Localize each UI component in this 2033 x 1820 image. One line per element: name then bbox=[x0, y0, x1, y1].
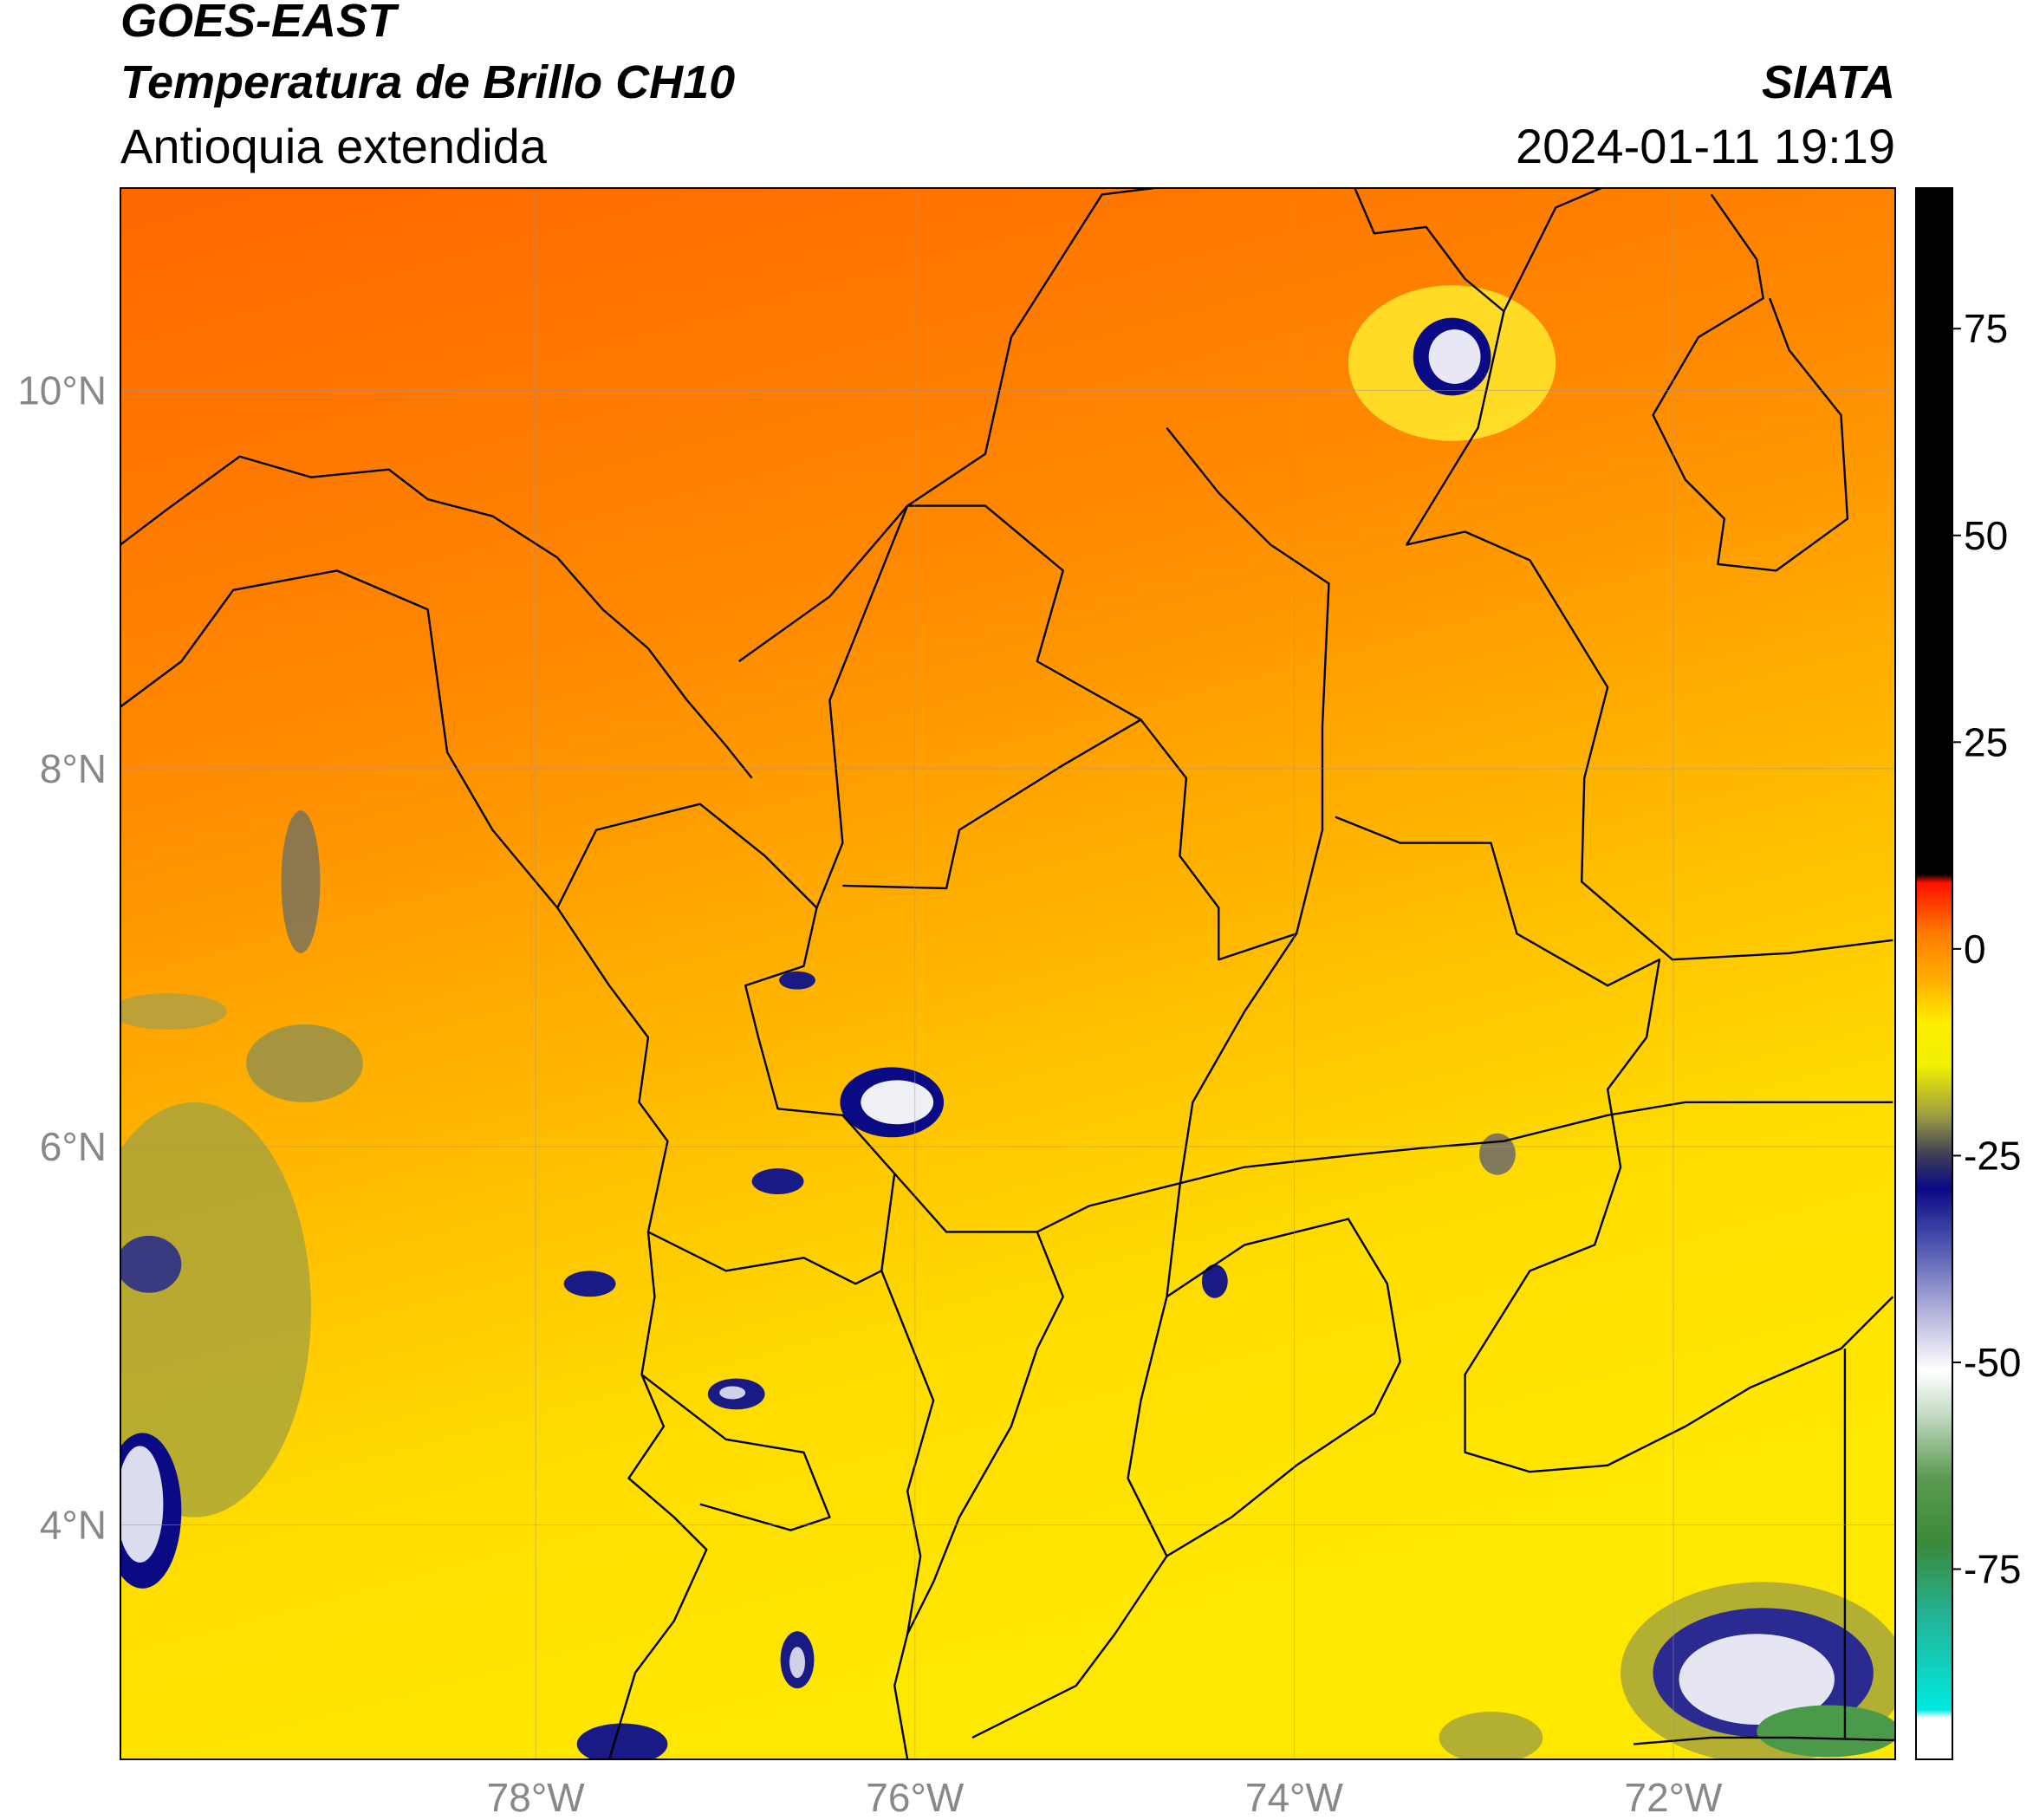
product: Temperatura de Brillo CH10 bbox=[120, 56, 735, 108]
colorbar bbox=[1915, 187, 1953, 1760]
y-tick-label: 8°N bbox=[40, 746, 107, 791]
region: Antioquia extendida bbox=[120, 119, 548, 173]
timestamp: 2024-01-11 19:19 bbox=[1516, 119, 1895, 173]
y-tick-label: 10°N bbox=[17, 367, 107, 413]
colorbar-tick-label: -50 bbox=[1964, 1340, 2021, 1385]
agency: SIATA bbox=[1762, 56, 1895, 108]
imagery bbox=[120, 188, 1895, 1759]
x-tick-label: 76°W bbox=[866, 1775, 965, 1820]
colorbar-tick-label: 50 bbox=[1964, 513, 2008, 558]
colorbar-tick-label: 25 bbox=[1964, 719, 2008, 764]
y-tick-label: 6°N bbox=[40, 1124, 107, 1169]
map bbox=[120, 188, 1895, 1759]
colorbar-tick-label: -25 bbox=[1964, 1133, 2021, 1178]
satellite: GOES-EAST bbox=[120, 0, 399, 47]
map-frame bbox=[120, 187, 1896, 1760]
x-tick-label: 74°W bbox=[1245, 1775, 1344, 1820]
x-tick-label: 72°W bbox=[1625, 1775, 1724, 1820]
map-background bbox=[120, 188, 1895, 1759]
colorbar-tick-label: 0 bbox=[1964, 926, 1986, 972]
x-tick-label: 78°W bbox=[487, 1775, 586, 1820]
colorbar-tick-label: -75 bbox=[1964, 1547, 2021, 1592]
y-tick-label: 4°N bbox=[40, 1502, 107, 1547]
colorbar-tick-label: 75 bbox=[1964, 306, 2008, 351]
